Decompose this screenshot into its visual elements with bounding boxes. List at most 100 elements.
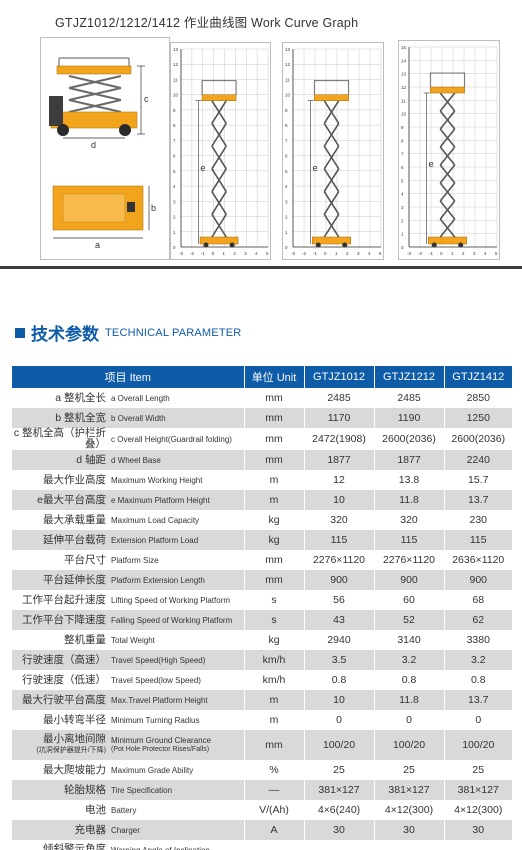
y-tick-label: 9 bbox=[401, 125, 404, 130]
y-tick-label: 6 bbox=[285, 154, 288, 159]
work-curve-graph-1212: 13 12 11 10 9 8 7 6 5 4 3 2 1 0 -3 -2 -1 0 1 2 3 4 5 e bbox=[282, 42, 384, 260]
cell-gtjz1212: 381×127 bbox=[373, 780, 444, 800]
y-tick-label: 10 bbox=[285, 93, 291, 98]
cell-gtjz1412: 13.7 bbox=[443, 490, 512, 510]
y-tick-label: 11 bbox=[285, 77, 290, 82]
cell-gtjz1412: 3380 bbox=[443, 630, 512, 650]
x-tick-label: 0 bbox=[324, 251, 327, 256]
cell-gtjz1412: 381×127 bbox=[443, 780, 512, 800]
table-row: c 整机全高（护栏折叠） c Overall Height(Guardrail f… bbox=[12, 428, 512, 450]
y-tick-label: 10 bbox=[401, 112, 407, 117]
x-tick-label: -3 bbox=[407, 251, 411, 256]
item-cn: d 轴距 bbox=[76, 453, 106, 466]
cell-item: 工作平台下降速度 Falling Speed of Working Platfor… bbox=[12, 610, 244, 630]
cell-unit: kg bbox=[243, 510, 304, 530]
cell-gtjz1012: 56 bbox=[303, 590, 374, 610]
cell-gtjz1212: 900 bbox=[373, 570, 444, 590]
y-tick-label: 6 bbox=[401, 165, 404, 170]
y-tick-label: 3 bbox=[401, 205, 404, 210]
scissor-arms bbox=[323, 100, 340, 238]
cell-unit: m bbox=[243, 470, 304, 490]
platform bbox=[314, 94, 349, 101]
cell-gtjz1012: 320 bbox=[303, 510, 374, 530]
x-tick-label: 2 bbox=[233, 251, 236, 256]
table-row: 倾斜警示角度两侧/前后Warning Angle of Inclinationb… bbox=[12, 840, 512, 850]
cell-item: 行驶速度（高速） Travel Speed(High Speed) bbox=[12, 650, 244, 670]
cell-gtjz1012: 12 bbox=[303, 470, 374, 490]
item-en: c Overall Height(Guardrail folding) bbox=[111, 434, 232, 444]
table-row: 延伸平台载荷 Extension Platform Load kg 115 115 115 bbox=[12, 530, 512, 550]
y-tick-label: 2 bbox=[285, 215, 288, 220]
cell-gtjz1212: 4×12(300) bbox=[373, 800, 444, 820]
x-tick-label: 3 bbox=[244, 251, 247, 256]
item-en: Minimum Turning Radius bbox=[111, 715, 200, 725]
item-cn: 轮胎规格 bbox=[64, 783, 106, 796]
item-en: Lifting Speed of Working Platform bbox=[111, 595, 231, 605]
label-d: d bbox=[91, 140, 96, 150]
item-en: Extension Platform Load bbox=[111, 535, 199, 545]
x-tick-label: -1 bbox=[313, 251, 317, 256]
item-en: Maximum Grade Ability bbox=[111, 765, 194, 775]
item-en: Falling Speed of Working Platform bbox=[111, 615, 233, 625]
cell-gtjz1012: 2485 bbox=[303, 388, 374, 408]
y-tick-label: 13 bbox=[173, 47, 179, 52]
cell-gtjz1212: 100/20 bbox=[373, 730, 444, 760]
scissor-arms bbox=[211, 100, 227, 238]
item-en: Platform Extension Length bbox=[111, 575, 205, 585]
work-curve-graph-title: GTJZ1012/1212/1412 作业曲线图 Work Curve Grap… bbox=[55, 16, 359, 30]
item-en: Battery bbox=[111, 805, 137, 815]
cell-item: 最小离地间隙 (坑洞保护器提升/下降) Minimum Ground Clearan… bbox=[12, 730, 244, 760]
cell-gtjz1412: 3.2 bbox=[443, 650, 512, 670]
cell-gtjz1412: 1250 bbox=[443, 408, 512, 428]
y-tick-label: 3 bbox=[285, 199, 288, 204]
y-tick-label: 5 bbox=[173, 169, 176, 174]
e-label: e bbox=[429, 159, 434, 169]
label-a: a bbox=[95, 240, 100, 250]
cell-gtjz1412: 100/20 bbox=[443, 730, 512, 760]
item-cn: 整机重量 bbox=[64, 633, 106, 646]
cell-gtjz1412: 0.8 bbox=[443, 670, 512, 690]
x-tick-label: 4 bbox=[368, 251, 371, 256]
item-en: Max.Travel Platform Height bbox=[111, 695, 208, 705]
item-cn: 工作平台起升速度 bbox=[22, 593, 106, 606]
table-row: 最大承载重量 Maximum Load Capacity kg 320 320 230 bbox=[12, 510, 512, 530]
y-tick-label: 0 bbox=[173, 245, 176, 250]
cell-gtjz1012: 1877 bbox=[303, 450, 374, 470]
cell-gtjz1412: 68 bbox=[443, 590, 512, 610]
table-row: 轮胎规格 Tire Specification —381×127 381×127 381… bbox=[12, 780, 512, 800]
technical-parameter-table: 项目 Item 单位 Unit GTJZ1012 GTJZ1212 GTJZ14… bbox=[12, 366, 512, 850]
table-row: 最小离地间隙 (坑洞保护器提升/下降) Minimum Ground Clearan… bbox=[12, 730, 512, 760]
x-tick-label: -3 bbox=[291, 251, 295, 256]
cell-gtjz1012: 1.5/3 bbox=[303, 840, 374, 850]
y-tick-label: 5 bbox=[401, 178, 404, 183]
cell-unit: ° bbox=[243, 840, 304, 850]
section-title-cn: 技术参数 bbox=[31, 325, 99, 344]
y-tick-label: 4 bbox=[173, 184, 176, 189]
machine-base bbox=[312, 236, 351, 245]
y-tick-label: 4 bbox=[285, 184, 288, 189]
cell-gtjz1212: 52 bbox=[373, 610, 444, 630]
machine-dimension-drawing: c d b a bbox=[40, 37, 170, 260]
cell-item: d 轴距 d Wheel Base bbox=[12, 450, 244, 470]
table-row: 最大爬坡能力 Maximum Grade Ability% 25 25 25 bbox=[12, 760, 512, 780]
cell-gtjz1012: 0 bbox=[303, 710, 374, 730]
cell-gtjz1412: 13.7 bbox=[443, 690, 512, 710]
cell-item: a 整机全长 a Overall Length bbox=[12, 388, 244, 408]
cell-item: 最大承载重量 Maximum Load Capacity bbox=[12, 510, 244, 530]
table-row: 工作平台下降速度 Falling Speed of Working Platfor… bbox=[12, 610, 512, 630]
item-cn: 平台延伸长度 bbox=[43, 573, 106, 586]
item-cn: 倾斜警示角度两侧/前后 bbox=[43, 843, 106, 850]
x-tick-label: 5 bbox=[495, 251, 498, 256]
wheel bbox=[431, 242, 437, 248]
label-c: c bbox=[144, 94, 149, 104]
item-en: Charger bbox=[111, 825, 140, 835]
cell-gtjz1212: 30 bbox=[373, 820, 444, 840]
cell-gtjz1412: 30 bbox=[443, 820, 512, 840]
machine-top-view: b a bbox=[52, 185, 156, 250]
cell-gtjz1012: 4×6(240) bbox=[303, 800, 374, 820]
cell-gtjz1212: 3.2 bbox=[373, 650, 444, 670]
cell-item: c 整机全高（护栏折叠） c Overall Height(Guardrail f… bbox=[12, 428, 244, 450]
cell-item: 最大行驶平台高度 Max.Travel Platform Height bbox=[12, 690, 244, 710]
cell-gtjz1212: 11.8 bbox=[373, 490, 444, 510]
x-tick-label: -2 bbox=[302, 251, 306, 256]
